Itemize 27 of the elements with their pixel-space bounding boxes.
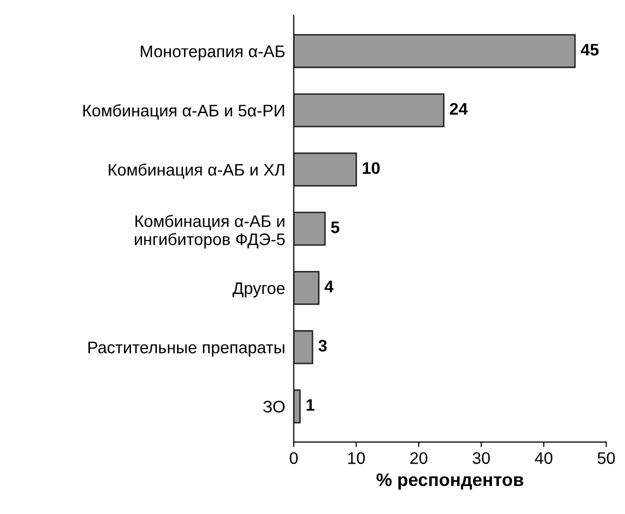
x-tick-label: 30 bbox=[472, 452, 490, 464]
y-tick-label: Комбинация α-АБ и 5α-РИ bbox=[83, 104, 284, 120]
data-label: 1 bbox=[306, 399, 314, 411]
y-tick-label: Комбинация α-АБ и ХЛ bbox=[108, 163, 284, 179]
bar bbox=[294, 152, 357, 186]
y-tick-label: Другое bbox=[232, 282, 285, 298]
bar bbox=[294, 34, 576, 68]
x-tick-label: 10 bbox=[348, 452, 365, 464]
data-label: 24 bbox=[450, 102, 468, 115]
data-label: 45 bbox=[580, 44, 599, 56]
y-tick-label: Монотерапия α-АБ bbox=[140, 46, 285, 61]
bar bbox=[294, 212, 326, 246]
y-tick-label: Комбинация α-АБ и ингибиторов ФДЭ-5 bbox=[134, 214, 285, 249]
x-tick-label: 50 bbox=[598, 452, 615, 464]
x-axis-title: % респондентов bbox=[376, 473, 524, 490]
bar bbox=[294, 93, 444, 128]
x-tick-label: 20 bbox=[410, 452, 428, 464]
data-label: 4 bbox=[324, 280, 334, 292]
bar bbox=[294, 270, 320, 305]
data-label: 10 bbox=[362, 162, 380, 174]
data-label: 5 bbox=[331, 222, 340, 234]
y-tick-label: ЗО bbox=[263, 400, 285, 413]
x-tick-label: 0 bbox=[290, 452, 298, 464]
x-tick-label: 40 bbox=[534, 452, 552, 464]
data-label: 3 bbox=[318, 340, 327, 352]
y-tick-label: Растительные препараты bbox=[88, 342, 284, 357]
bar bbox=[294, 330, 314, 364]
